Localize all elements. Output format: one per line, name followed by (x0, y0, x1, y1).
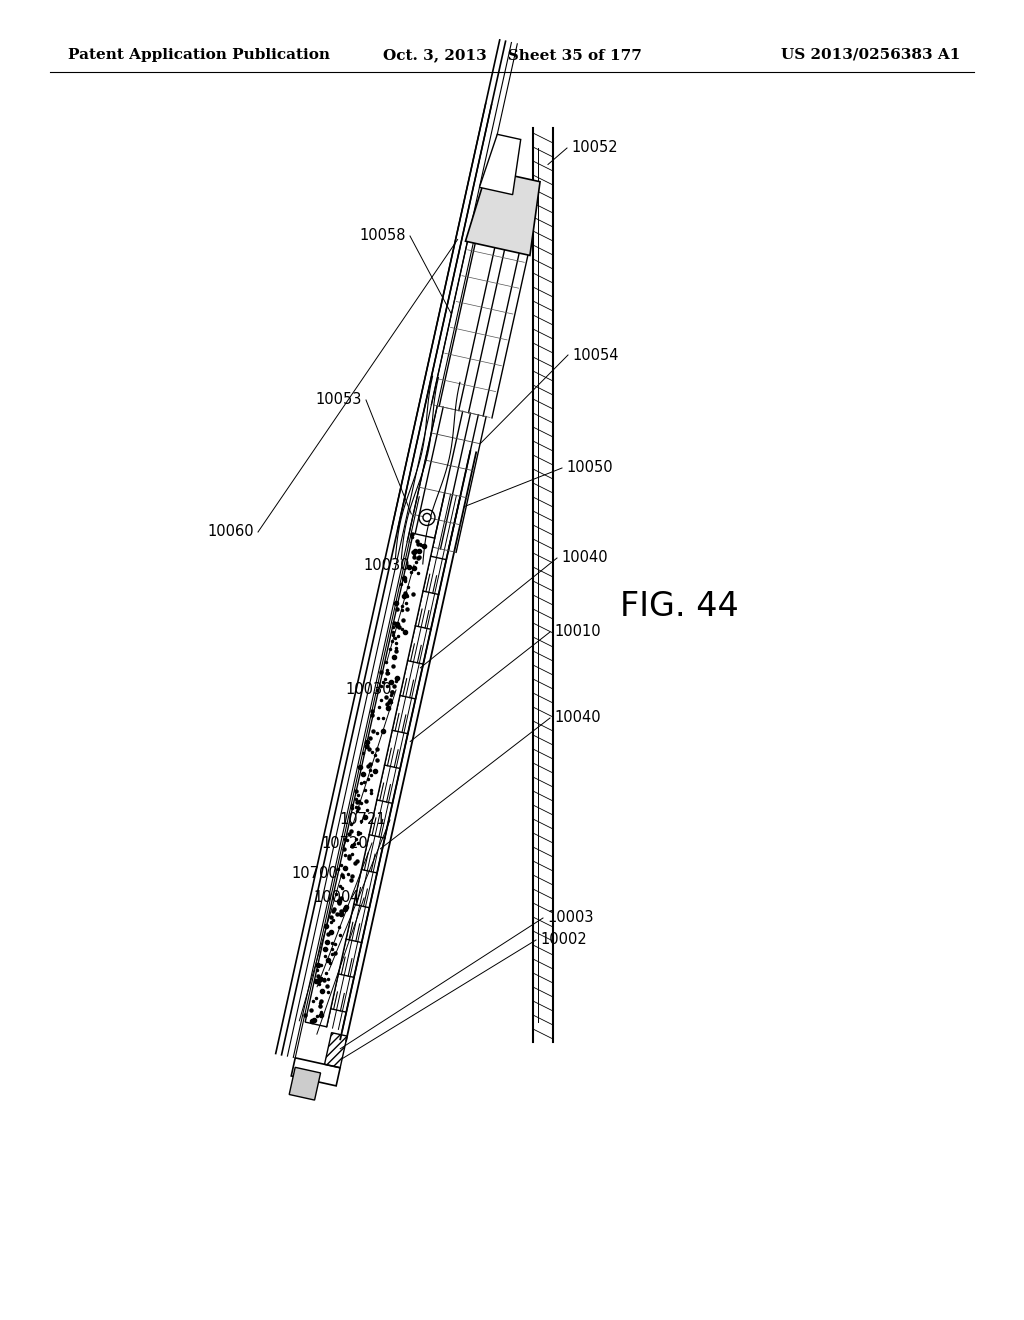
Text: 10720: 10720 (322, 836, 368, 850)
Text: 10058: 10058 (359, 228, 406, 243)
Circle shape (423, 513, 431, 521)
Text: 10030: 10030 (364, 557, 410, 573)
Text: 10002: 10002 (540, 932, 587, 948)
Text: 10054: 10054 (572, 347, 618, 363)
Polygon shape (466, 170, 540, 256)
Text: 10053: 10053 (315, 392, 362, 408)
Text: 10052: 10052 (571, 140, 617, 156)
Text: FIG. 44: FIG. 44 (620, 590, 738, 623)
Text: 10003: 10003 (547, 911, 594, 925)
Text: Patent Application Publication: Patent Application Publication (68, 48, 330, 62)
Text: 10060: 10060 (208, 524, 254, 540)
Text: 10030: 10030 (345, 682, 392, 697)
Text: 10721: 10721 (339, 813, 386, 828)
Text: 10040: 10040 (554, 710, 601, 726)
Polygon shape (289, 1068, 321, 1100)
Polygon shape (291, 1057, 340, 1086)
Text: US 2013/0256383 A1: US 2013/0256383 A1 (780, 48, 961, 62)
Text: 10700: 10700 (291, 866, 338, 880)
Text: 10050: 10050 (566, 461, 612, 475)
Text: 10040: 10040 (561, 550, 607, 565)
Text: 10004: 10004 (313, 891, 360, 906)
Polygon shape (305, 533, 434, 1027)
Text: Oct. 3, 2013    Sheet 35 of 177: Oct. 3, 2013 Sheet 35 of 177 (383, 48, 641, 62)
Text: 10010: 10010 (554, 624, 601, 639)
Polygon shape (479, 135, 521, 194)
